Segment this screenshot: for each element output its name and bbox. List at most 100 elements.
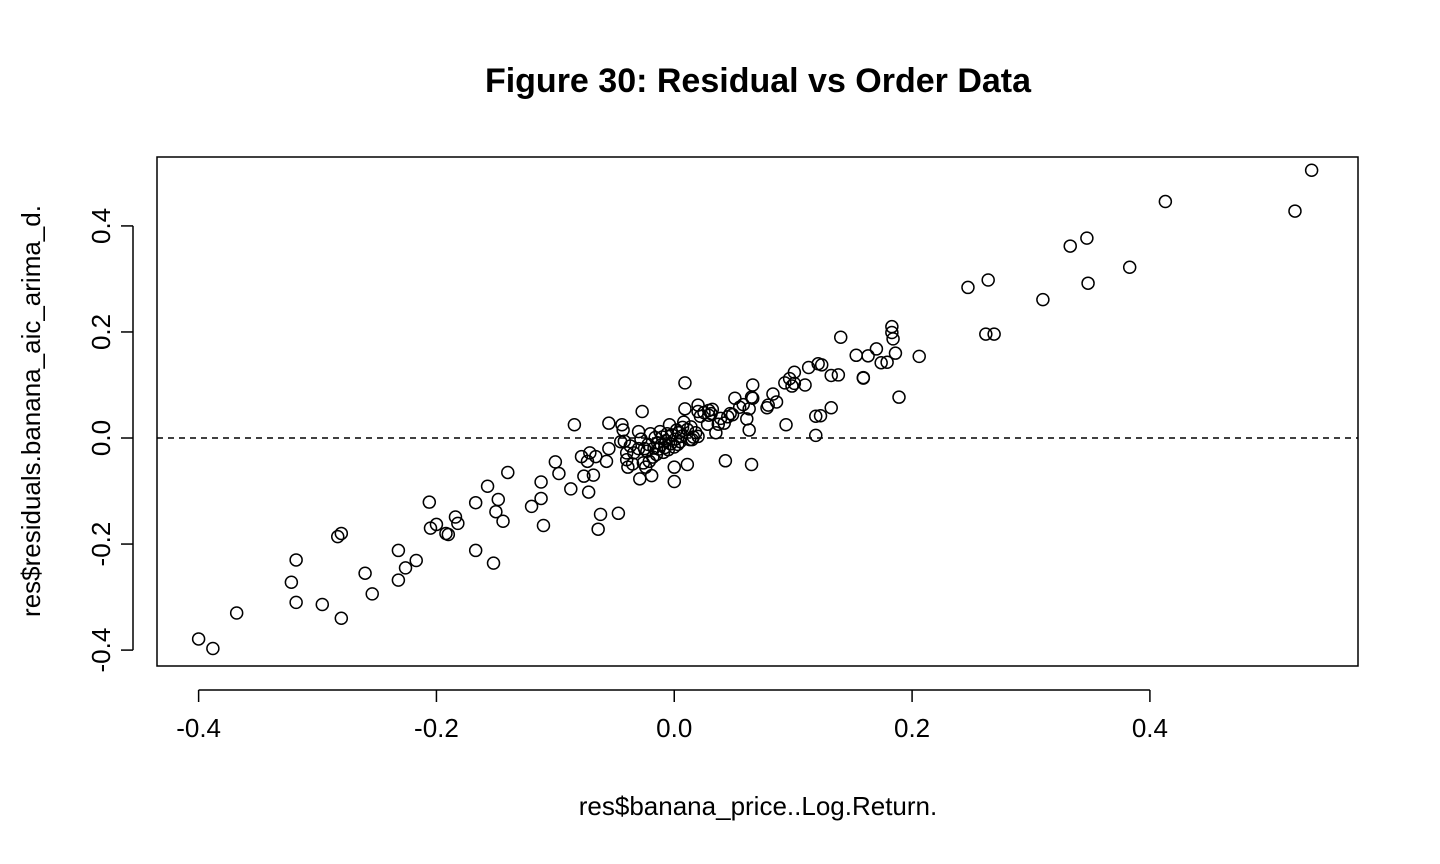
data-point: [691, 404, 705, 419]
data-point: [824, 401, 838, 415]
data-point: [448, 510, 463, 524]
data-point: [813, 408, 828, 423]
y-tick-label: 0.2: [86, 314, 116, 350]
data-point: [662, 418, 677, 432]
data-point: [760, 401, 774, 415]
data-point: [785, 379, 799, 393]
data-point: [987, 327, 1001, 341]
data-point: [567, 418, 582, 432]
data-point: [501, 465, 515, 480]
data-point: [439, 526, 453, 541]
y-tick-label: -0.2: [86, 522, 116, 567]
y-axis: -0.4 -0.2 0.0 0.2 0.4: [86, 208, 134, 673]
data-point: [801, 360, 816, 375]
data-point: [289, 553, 303, 567]
y-tick-label: 0.0: [86, 420, 116, 456]
data-point: [718, 454, 733, 468]
data-point: [334, 526, 349, 541]
data-point: [574, 449, 589, 464]
data-point: [486, 556, 501, 570]
data-point: [635, 404, 649, 419]
x-tick-label: -0.4: [176, 713, 221, 743]
data-point: [728, 391, 742, 405]
data-point: [536, 518, 551, 533]
data-point: [981, 273, 995, 287]
data-point: [409, 553, 423, 568]
data-point: [1063, 239, 1077, 253]
data-point: [583, 446, 597, 460]
data-point: [1304, 163, 1319, 178]
data-point: [633, 472, 647, 486]
data-point: [614, 434, 628, 449]
data-point: [229, 606, 244, 620]
data-point: [480, 479, 495, 494]
data-point: [631, 424, 646, 439]
data-point: [824, 368, 838, 383]
data-points: [191, 163, 1319, 656]
data-point: [782, 371, 797, 386]
data-point: [423, 521, 438, 535]
data-point: [365, 587, 379, 601]
data-point: [678, 376, 692, 390]
data-point: [667, 474, 682, 489]
data-point: [206, 641, 220, 656]
data-point: [548, 455, 563, 469]
data-point: [398, 561, 413, 575]
data-point: [1080, 231, 1094, 245]
data-point: [391, 543, 406, 558]
data-point: [1081, 276, 1095, 290]
data-point: [619, 446, 634, 460]
data-point: [809, 409, 823, 424]
data-point: [961, 280, 975, 295]
data-point: [602, 416, 616, 430]
data-point: [496, 514, 510, 529]
data-point: [742, 423, 756, 437]
data-point: [534, 475, 548, 489]
data-point: [581, 485, 596, 499]
x-tick-label: 0.4: [1132, 713, 1168, 743]
data-point: [451, 516, 465, 531]
data-point: [680, 457, 695, 472]
data-point: [315, 597, 330, 612]
data-point: [634, 432, 648, 446]
data-point: [912, 349, 926, 364]
data-point: [711, 417, 726, 431]
plot-frame: [156, 156, 1359, 667]
data-point: [979, 327, 993, 341]
data-point: [861, 349, 875, 363]
data-point: [1122, 260, 1137, 275]
data-point: [524, 499, 539, 514]
data-point: [644, 468, 659, 483]
data-point: [1158, 194, 1173, 209]
data-point: [334, 611, 349, 626]
data-point: [888, 346, 903, 360]
data-point: [809, 428, 823, 443]
data-point: [422, 495, 437, 509]
data-point: [787, 376, 802, 391]
data-point: [391, 573, 406, 587]
x-axis-label: res$banana_price..Log.Return.: [579, 791, 937, 821]
data-point: [468, 495, 483, 510]
data-point: [621, 460, 635, 474]
data-point: [284, 575, 299, 589]
data-point: [892, 390, 906, 404]
data-point: [833, 330, 848, 345]
data-point: [611, 506, 626, 521]
data-point: [1036, 292, 1050, 307]
x-tick-label: 0.0: [656, 713, 692, 743]
data-point: [885, 325, 899, 340]
data-point: [657, 440, 672, 455]
data-point: [886, 332, 900, 346]
data-point: [709, 425, 723, 440]
data-point: [358, 566, 372, 580]
data-point: [602, 441, 616, 456]
data-point: [330, 529, 345, 544]
data-point: [534, 491, 548, 506]
data-point: [678, 402, 692, 416]
data-point: [468, 543, 483, 558]
x-axis: -0.4 -0.2 0.0 0.2 0.4: [176, 689, 1168, 743]
data-point: [880, 355, 894, 369]
data-point: [744, 457, 759, 472]
chart-title: Figure 30: Residual vs Order Data: [485, 62, 1032, 100]
